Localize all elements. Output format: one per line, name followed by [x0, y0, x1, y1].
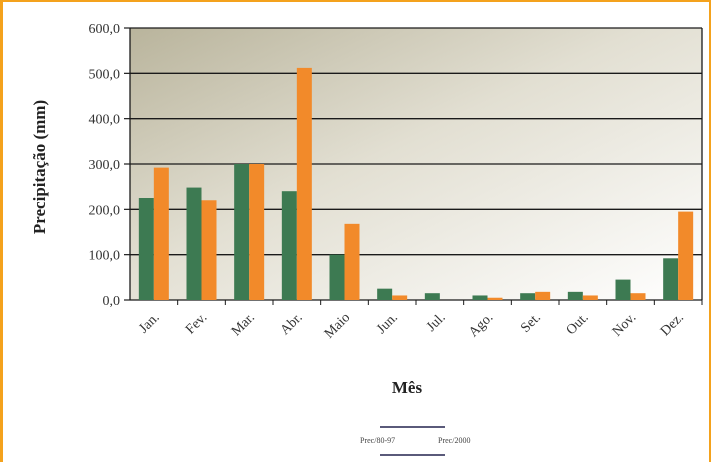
- x-category-label: Mar.: [229, 310, 258, 339]
- bar-series1: [377, 288, 393, 300]
- y-tick-label: 200,0: [89, 203, 121, 218]
- y-tick-label: 600,0: [89, 22, 121, 37]
- x-category-label: Set.: [518, 310, 544, 336]
- x-category-label: Maio: [322, 310, 354, 342]
- y-tick-label: 400,0: [89, 113, 121, 128]
- y-tick-label: 100,0: [89, 249, 121, 264]
- x-axis-title: Mês: [392, 378, 423, 397]
- bar-series1: [520, 293, 536, 300]
- bar-series1: [472, 295, 488, 300]
- y-tick-label: 500,0: [89, 67, 121, 82]
- y-tick-label: 300,0: [89, 158, 121, 173]
- bar-series2: [630, 293, 646, 300]
- bar-series2: [487, 297, 503, 300]
- bar-series1: [234, 164, 250, 300]
- bar-series1: [663, 258, 679, 300]
- x-category-label: Nov.: [610, 310, 639, 339]
- bar-series1: [424, 293, 440, 300]
- x-category-label: Fev.: [183, 310, 210, 337]
- bar-series1: [329, 254, 345, 300]
- x-category-label: Dez.: [658, 310, 687, 339]
- bar-series1: [281, 191, 297, 300]
- x-category-label: Abr.: [278, 310, 306, 338]
- bar-series2: [153, 167, 169, 300]
- x-category-label: Jun.: [374, 310, 401, 337]
- bar-series2: [296, 67, 312, 300]
- bar-series2: [249, 164, 265, 300]
- y-axis-title: Precipitação (mm): [30, 100, 49, 234]
- bar-series2: [535, 291, 551, 300]
- bar-series2: [344, 223, 360, 300]
- legend-series-1-label: Prec/80-97: [360, 436, 395, 445]
- x-category-label: Out.: [564, 310, 592, 338]
- legend-series-2-label: Prec/2000: [438, 436, 470, 445]
- bar-series2: [678, 211, 694, 300]
- bar-series1: [186, 187, 202, 300]
- y-tick-label: 0,0: [103, 294, 121, 309]
- bar-series1: [138, 198, 154, 300]
- x-category-label: Ago.: [466, 310, 496, 340]
- legend: Prec/80-97 Prec/2000: [360, 426, 470, 456]
- bar-series2: [392, 295, 408, 300]
- bar-series2: [201, 200, 217, 300]
- bar-series1: [615, 279, 631, 300]
- bar-series1: [567, 291, 583, 300]
- x-category-label: Jul.: [424, 310, 449, 335]
- x-category-label: Jan.: [136, 310, 162, 336]
- bar-series2: [582, 295, 598, 300]
